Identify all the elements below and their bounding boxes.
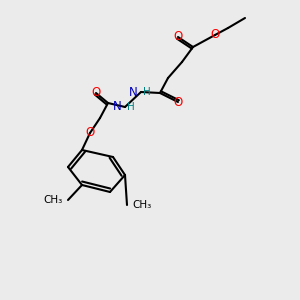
Text: O: O	[92, 86, 100, 100]
Text: CH₃: CH₃	[44, 195, 63, 205]
Text: N: N	[129, 85, 138, 98]
Text: N: N	[113, 100, 122, 113]
Text: O: O	[210, 28, 220, 41]
Text: H: H	[127, 102, 135, 112]
Text: O: O	[173, 95, 183, 109]
Text: H: H	[143, 87, 151, 97]
Text: O: O	[173, 31, 183, 44]
Text: O: O	[85, 127, 94, 140]
Text: CH₃: CH₃	[132, 200, 151, 210]
